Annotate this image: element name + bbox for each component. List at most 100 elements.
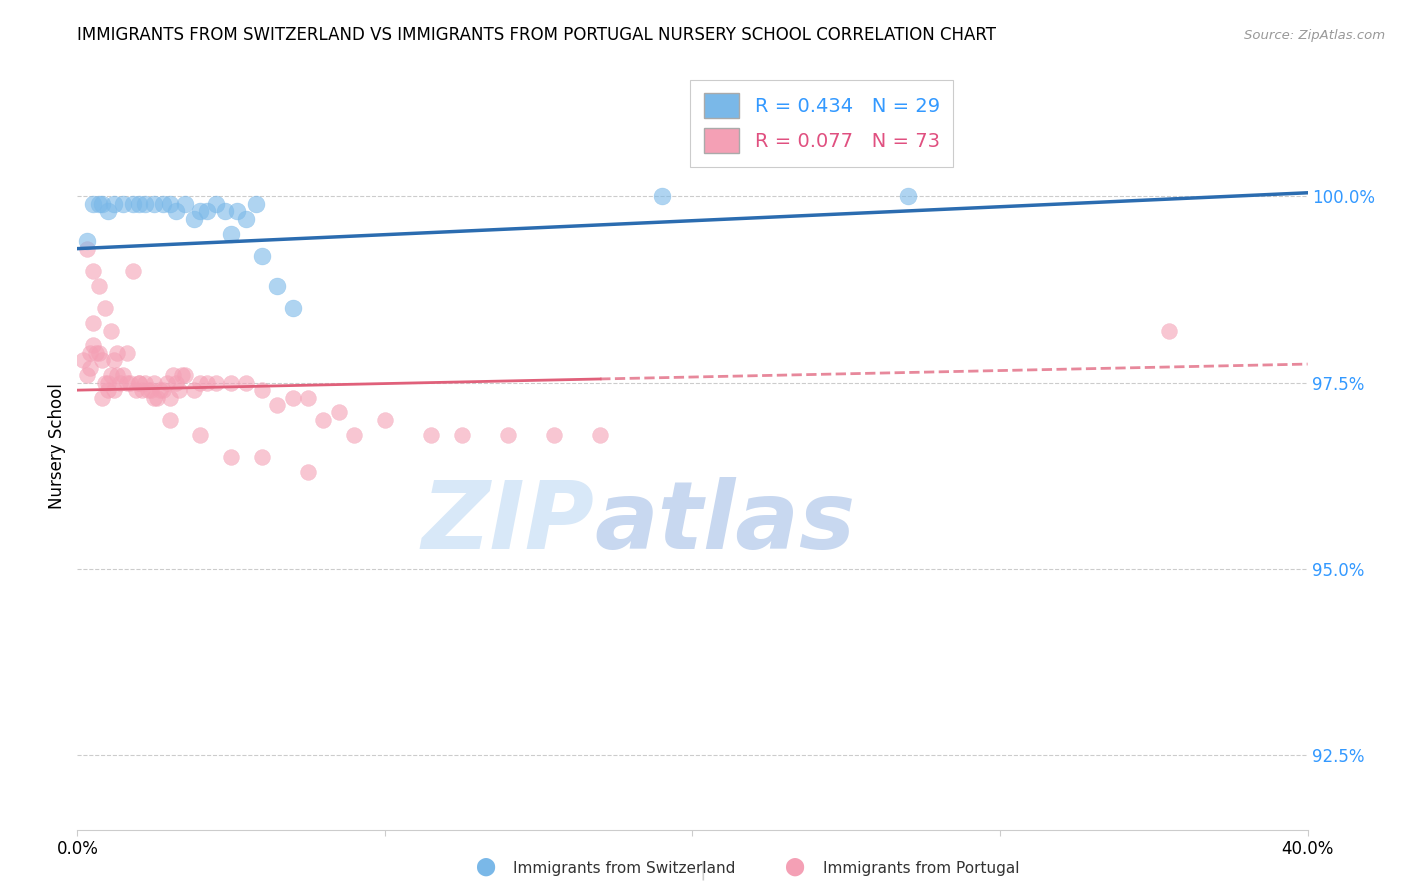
Point	[188, 376, 212, 390]
Point	[297, 391, 319, 405]
Point	[589, 427, 612, 442]
Point	[143, 391, 166, 405]
Text: ⬤: ⬤	[785, 857, 804, 876]
Point	[450, 427, 472, 442]
Point	[897, 189, 920, 203]
Point	[174, 368, 197, 383]
Point	[250, 450, 273, 465]
Point	[167, 383, 190, 397]
Point	[76, 234, 98, 248]
Point	[195, 376, 218, 390]
Point	[152, 197, 174, 211]
Point	[94, 376, 117, 390]
Point	[87, 278, 110, 293]
Point	[204, 376, 226, 390]
Point	[1159, 324, 1181, 338]
Point	[97, 204, 120, 219]
Point	[159, 197, 181, 211]
Point	[105, 368, 128, 383]
Point	[159, 413, 181, 427]
Point	[312, 413, 335, 427]
Point	[105, 346, 128, 360]
Point	[94, 301, 117, 316]
Point	[82, 338, 104, 352]
Point	[152, 383, 174, 397]
Point	[134, 197, 156, 211]
Point	[82, 316, 104, 330]
Point	[143, 197, 166, 211]
Point	[79, 360, 101, 375]
Point	[149, 383, 172, 397]
Point	[188, 204, 212, 219]
Point	[420, 427, 443, 442]
Point	[204, 197, 226, 211]
Point	[141, 383, 163, 397]
Legend: R = 0.434   N = 29, R = 0.077   N = 73: R = 0.434 N = 29, R = 0.077 N = 73	[690, 79, 953, 167]
Point	[112, 197, 135, 211]
Point	[219, 450, 242, 465]
Point	[82, 197, 104, 211]
Point	[328, 405, 350, 419]
Point	[374, 413, 396, 427]
Point	[250, 383, 273, 397]
Point	[121, 197, 143, 211]
Point	[131, 383, 153, 397]
Point	[103, 383, 125, 397]
Point	[100, 324, 122, 338]
Text: Immigrants from Portugal: Immigrants from Portugal	[823, 861, 1019, 876]
Point	[82, 264, 104, 278]
Point	[143, 376, 166, 390]
Point	[165, 376, 187, 390]
Point	[183, 211, 205, 226]
Text: IMMIGRANTS FROM SWITZERLAND VS IMMIGRANTS FROM PORTUGAL NURSERY SCHOOL CORRELATI: IMMIGRANTS FROM SWITZERLAND VS IMMIGRANT…	[77, 26, 997, 45]
Text: atlas: atlas	[595, 476, 855, 569]
Point	[235, 211, 257, 226]
Point	[496, 427, 519, 442]
Point	[651, 189, 673, 203]
Point	[121, 264, 143, 278]
Point	[214, 204, 236, 219]
Point	[543, 427, 565, 442]
Point	[90, 391, 114, 405]
Text: Source: ZipAtlas.com: Source: ZipAtlas.com	[1244, 29, 1385, 42]
Point	[112, 368, 135, 383]
Point	[103, 197, 125, 211]
Point	[136, 383, 159, 397]
Point	[183, 383, 205, 397]
Point	[97, 376, 120, 390]
Point	[103, 353, 125, 368]
Point	[235, 376, 257, 390]
Point	[281, 301, 304, 316]
Point	[188, 427, 212, 442]
Point	[219, 376, 242, 390]
Point	[97, 383, 120, 397]
Point	[266, 278, 288, 293]
Point	[87, 346, 110, 360]
Y-axis label: Nursery School: Nursery School	[48, 383, 66, 509]
Point	[118, 376, 141, 390]
Point	[76, 242, 98, 256]
Point	[87, 197, 110, 211]
Point	[76, 368, 98, 383]
Point	[146, 391, 169, 405]
Point	[250, 249, 273, 263]
Text: ⬤: ⬤	[475, 857, 495, 876]
Text: |: |	[700, 861, 706, 880]
Point	[219, 227, 242, 241]
Point	[110, 376, 132, 390]
Text: ZIP: ZIP	[422, 476, 595, 569]
Point	[115, 346, 138, 360]
Point	[128, 197, 150, 211]
Point	[90, 353, 114, 368]
Point	[125, 383, 148, 397]
Point	[343, 427, 366, 442]
Point	[79, 346, 101, 360]
Point	[134, 376, 156, 390]
Point	[155, 376, 177, 390]
Point	[162, 368, 184, 383]
Point	[128, 376, 150, 390]
Point	[174, 197, 197, 211]
Point	[90, 197, 114, 211]
Point	[165, 204, 187, 219]
Point	[226, 204, 249, 219]
